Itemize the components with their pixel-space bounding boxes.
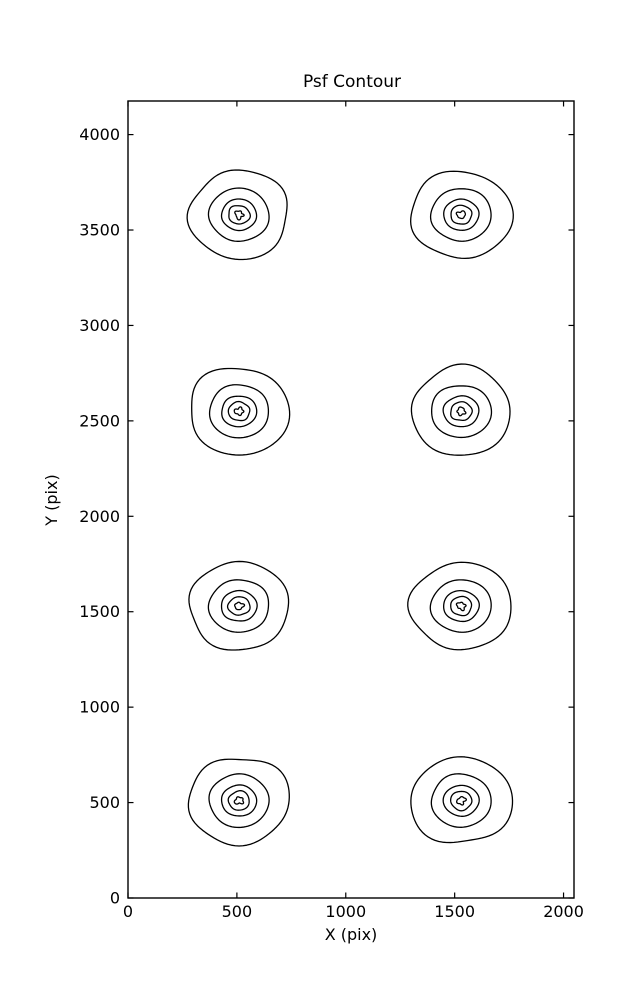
contour-ring (234, 601, 246, 611)
contour-ring (208, 384, 270, 439)
contour-ring (455, 210, 467, 220)
contour-ring (207, 579, 270, 633)
y-tick-label: 3500 (79, 221, 120, 240)
contour-ring (220, 784, 258, 817)
contour-ring (220, 589, 258, 622)
contour-blob (191, 367, 291, 456)
contour-ring (233, 406, 245, 417)
contour-ring (410, 170, 514, 260)
contour-ring (456, 406, 467, 417)
contour-ring (191, 367, 291, 456)
y-tick-label: 2500 (79, 411, 120, 430)
y-tick-label: 1000 (79, 698, 120, 717)
contour-blob (410, 170, 514, 260)
contour-ring (208, 773, 270, 829)
contour-ring (227, 400, 251, 422)
contour-ring (221, 395, 258, 428)
y-tick-label: 1500 (79, 602, 120, 621)
contour-blob (188, 560, 290, 651)
contour-ring (227, 790, 250, 811)
contour-blob (187, 758, 290, 847)
y-tick-label: 500 (89, 793, 120, 812)
contour-ring (456, 795, 467, 806)
contour-ring (187, 758, 290, 847)
contour-blob (186, 169, 288, 261)
contour-ring (450, 595, 473, 617)
x-tick-label: 1000 (325, 902, 366, 921)
x-tick-label: 0 (123, 902, 133, 921)
contour-ring (228, 205, 251, 225)
contour-ring (431, 385, 493, 439)
contour-ring (450, 401, 473, 421)
contour-ring (234, 210, 245, 221)
contour-ring (410, 756, 514, 844)
contour-blob (410, 363, 511, 456)
contour-ring (450, 204, 473, 225)
contour-blob (407, 561, 512, 651)
contour-ring (443, 198, 480, 231)
contour-ring (443, 590, 480, 623)
contour-ring (455, 601, 467, 612)
contour-ring (207, 187, 270, 242)
y-tick-label: 0 (110, 889, 120, 908)
x-axis-label: X (pix) (325, 925, 378, 944)
contour-ring (429, 188, 492, 242)
x-tick-label: 500 (222, 902, 253, 921)
contour-ring (188, 560, 290, 651)
contour-ring (450, 790, 473, 812)
contour-blob (410, 756, 514, 844)
contour-ring (220, 198, 258, 232)
contour-ring (407, 561, 512, 651)
contour-ring (442, 784, 480, 817)
y-tick-label: 4000 (79, 125, 120, 144)
plot-frame (127, 100, 575, 899)
contour-ring (226, 596, 251, 616)
contour-ring (442, 395, 480, 428)
x-tick-label: 1500 (434, 902, 475, 921)
contour-ring (410, 363, 511, 456)
plot-title: Psf Contour (303, 72, 401, 92)
y-tick-label: 3000 (79, 316, 120, 335)
y-axis-label: Y (pix) (42, 474, 61, 526)
x-tick-label: 2000 (543, 902, 584, 921)
y-tick-label: 2000 (79, 507, 120, 526)
contour-ring (430, 773, 492, 828)
contour-ring (429, 579, 492, 633)
contour-ring (186, 169, 288, 261)
contour-ring (233, 796, 245, 805)
